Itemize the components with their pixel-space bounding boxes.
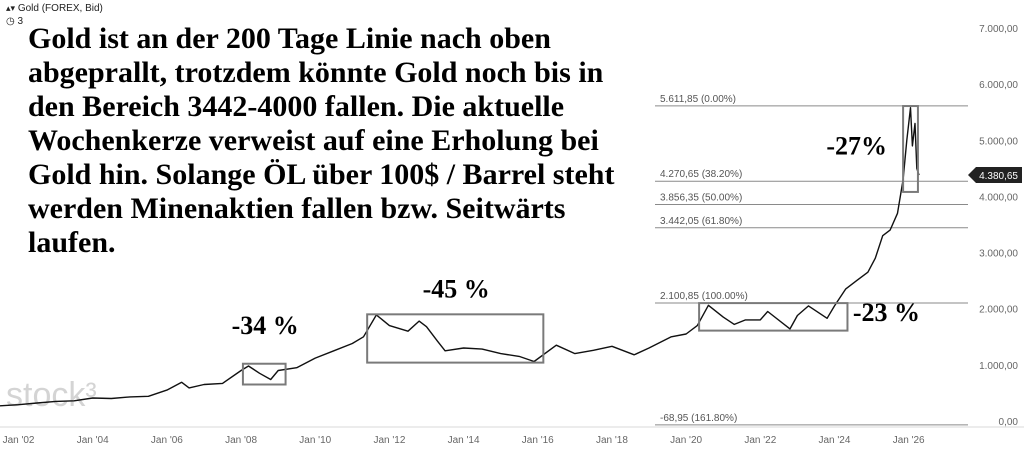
fib-label-1: 4.270,65 (38.20%) [660, 169, 742, 180]
y-tick-label-4: 4.000,00 [979, 192, 1018, 203]
annotation-label-3: -27% [826, 131, 887, 160]
chart-type-icon: ▴▾ [6, 3, 16, 13]
x-tick-label-9: Jan '20 [670, 435, 702, 446]
annotation-box-3 [902, 105, 919, 193]
chart-header-symbol: ▴▾ Gold (FOREX, Bid) [6, 3, 103, 14]
current-price-label: 4.380,65 [979, 171, 1018, 182]
count-label: 3 [17, 16, 24, 27]
annotation-label-0: -34 % [232, 311, 299, 340]
fib-label-2: 3.856,35 (50.00%) [660, 192, 742, 203]
x-tick-label-10: Jan '22 [744, 435, 776, 446]
x-tick-label-5: Jan '12 [373, 435, 405, 446]
fib-label-3: 3.442,05 (61.80%) [660, 216, 742, 227]
fib-label-0: 5.611,85 (0.00%) [660, 94, 736, 105]
x-tick-label-8: Jan '18 [596, 435, 628, 446]
x-tick-label-0: Jan '02 [3, 435, 35, 446]
y-tick-label-3: 3.000,00 [979, 249, 1018, 260]
y-tick-label-1: 1.000,00 [979, 361, 1018, 372]
annotation-label-1: -45 % [423, 274, 490, 303]
y-tick-label-5: 5.000,00 [979, 136, 1018, 147]
y-tick-label-6: 6.000,00 [979, 80, 1018, 91]
x-tick-label-3: Jan '08 [225, 435, 257, 446]
stock3-logo: stock³ [6, 376, 97, 414]
x-tick-label-1: Jan '04 [77, 435, 109, 446]
y-tick-label-7: 7.000,00 [979, 24, 1018, 35]
fib-label-4: 2.100,85 (100.00%) [660, 291, 748, 302]
y-tick-label-0: 0,00 [999, 417, 1019, 428]
annotation-box-1 [366, 313, 545, 364]
x-tick-label-6: Jan '14 [448, 435, 480, 446]
headline-text: Gold ist an der 200 Tage Linie nach oben… [28, 22, 615, 259]
fib-label-5: -68,95 (161.80%) [660, 413, 737, 424]
chart-header-count: ◷ 3 [6, 16, 23, 27]
y-tick-label-2: 2.000,00 [979, 305, 1018, 316]
x-tick-label-11: Jan '24 [819, 435, 851, 446]
gold-price-line [0, 107, 920, 407]
current-price-tag [968, 167, 1022, 184]
x-tick-label-12: Jan '26 [893, 435, 925, 446]
annotation-box-0 [241, 362, 287, 386]
x-tick-label-4: Jan '10 [299, 435, 331, 446]
x-tick-label-2: Jan '06 [151, 435, 183, 446]
annotation-label-2: -23 % [853, 298, 920, 327]
annotation-box-2 [698, 302, 849, 332]
clock-icon: ◷ [6, 16, 15, 27]
x-tick-label-7: Jan '16 [522, 435, 554, 446]
symbol-label: Gold (FOREX, Bid) [17, 3, 103, 14]
